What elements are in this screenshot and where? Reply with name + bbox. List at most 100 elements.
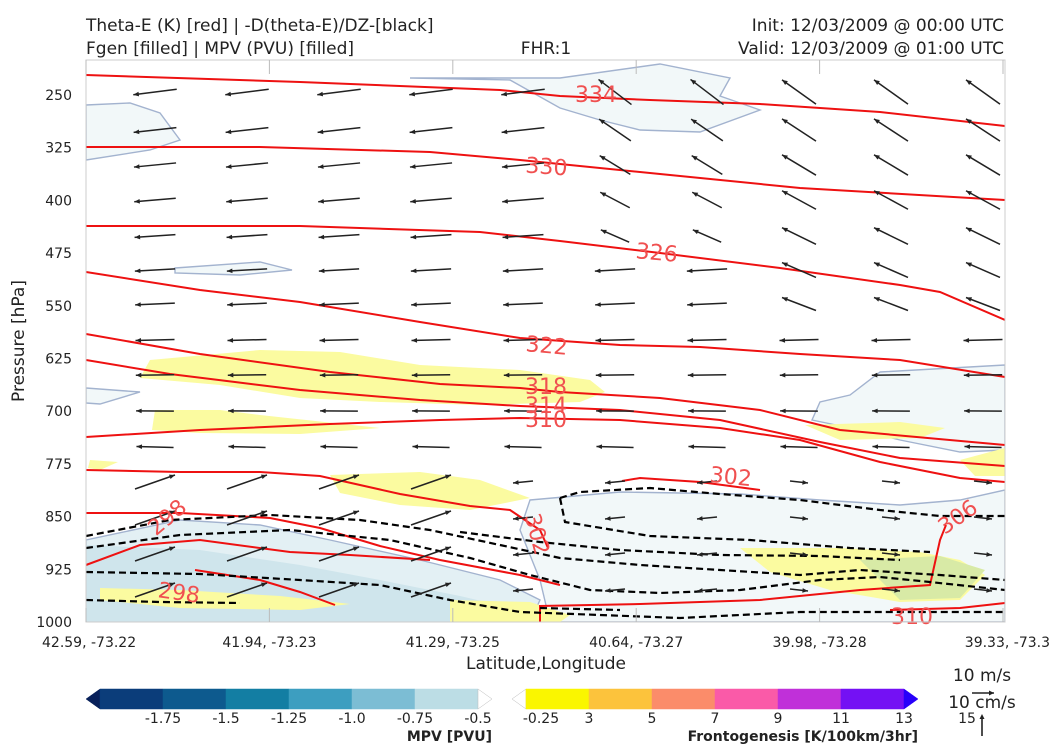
theta-e-contour bbox=[889, 602, 1005, 611]
wind-vector bbox=[873, 154, 909, 176]
wind-vector bbox=[409, 88, 453, 96]
wind-vector-head bbox=[596, 444, 603, 450]
wind-vector-head bbox=[134, 234, 141, 240]
wind-vector-head bbox=[320, 408, 326, 414]
colorbar-tick-label: -1.0 bbox=[338, 711, 365, 727]
wind-vector bbox=[781, 227, 817, 245]
colorbar-tick-label: 15 bbox=[958, 711, 976, 727]
theta-e-contour bbox=[86, 333, 1005, 446]
wind-vector-head bbox=[227, 302, 233, 307]
wind-vector bbox=[410, 582, 452, 598]
wind-vector-head bbox=[411, 338, 418, 343]
wind-vector bbox=[873, 118, 909, 142]
wind-vector-head bbox=[605, 588, 611, 593]
wind-vector-head bbox=[802, 552, 808, 557]
wind-vector-head bbox=[986, 516, 992, 521]
wind-vector-head bbox=[688, 408, 694, 414]
mpv-region bbox=[86, 102, 182, 161]
y-tick-label: 1000 bbox=[36, 615, 72, 631]
wind-vector bbox=[226, 546, 268, 562]
colorbar-segment bbox=[777, 688, 842, 710]
wind-ref-horizontal-arrowhead bbox=[989, 690, 994, 696]
wind-vector bbox=[596, 445, 634, 449]
wind-vector bbox=[226, 474, 268, 490]
colorbar-tick-label: -1.25 bbox=[271, 711, 307, 727]
wind-vector bbox=[319, 302, 359, 306]
wind-vector-head bbox=[226, 234, 233, 240]
wind-vector-head bbox=[963, 338, 970, 343]
colorbar-tick-label: -1.75 bbox=[145, 711, 181, 727]
wind-vector bbox=[781, 190, 817, 210]
wind-vector-head bbox=[318, 234, 325, 240]
wind-vector-head bbox=[319, 338, 326, 343]
wind-vector-head bbox=[261, 474, 267, 480]
wind-vector bbox=[410, 268, 452, 272]
title-left-line1: Theta-E (K) [red] | -D(theta-E)/DZ-[blac… bbox=[85, 16, 434, 36]
wind-ref-horizontal: 10 m/s bbox=[953, 666, 1011, 686]
wind-vector-head bbox=[690, 79, 697, 85]
wind-vector bbox=[965, 296, 1001, 312]
theta-e-label: 318 bbox=[525, 375, 567, 400]
wind-vector-head bbox=[874, 79, 880, 85]
wind-vector bbox=[134, 268, 176, 272]
x-tick-label: 39.98, -73.28 bbox=[773, 635, 867, 651]
wind-vector bbox=[965, 118, 1001, 142]
wind-vector bbox=[410, 197, 452, 203]
wind-vector bbox=[134, 197, 176, 203]
wind-vector-head bbox=[598, 79, 605, 85]
wind-vector-head bbox=[966, 227, 972, 233]
wind-vector-head bbox=[409, 91, 416, 97]
wind-ref-vertical: 10 cm/s bbox=[948, 693, 1016, 713]
wind-vector-head bbox=[605, 516, 611, 521]
wind-vector-head bbox=[697, 552, 703, 557]
wind-vector-head bbox=[780, 408, 786, 414]
wind-vector bbox=[317, 88, 361, 96]
colorbar-segment bbox=[288, 688, 353, 710]
wind-vector-head bbox=[966, 262, 972, 267]
wind-vector-head bbox=[513, 516, 519, 521]
wind-vector bbox=[965, 190, 1001, 210]
wind-vector bbox=[228, 445, 266, 449]
wind-vector bbox=[691, 155, 723, 175]
wind-vector-head bbox=[687, 372, 694, 378]
wind-vector bbox=[409, 126, 453, 134]
wind-vector bbox=[873, 79, 909, 105]
wind-vector bbox=[319, 338, 359, 342]
wind-vector-head bbox=[595, 372, 602, 378]
wind-vector-head bbox=[411, 302, 417, 307]
wind-vector-head bbox=[501, 91, 508, 97]
wind-vector-head bbox=[782, 154, 788, 160]
wind-vector-head bbox=[872, 444, 879, 450]
wind-vector bbox=[965, 261, 1001, 279]
colorbar-tick-label: -1.5 bbox=[212, 711, 239, 727]
fgen-region bbox=[152, 410, 380, 434]
wind-vector-head bbox=[227, 372, 234, 378]
wind-vector-head bbox=[226, 268, 233, 274]
fgen-colorbar: 3 5 7 9 11 13 15 bbox=[511, 688, 976, 727]
wind-vector-head bbox=[599, 155, 606, 161]
wind-vector-head bbox=[502, 198, 508, 204]
wind-vector-head bbox=[779, 338, 786, 343]
wind-vector-head bbox=[317, 164, 324, 169]
wind-vector bbox=[318, 474, 360, 490]
wind-vector-head bbox=[135, 338, 142, 343]
wind-vector-head bbox=[136, 444, 143, 450]
y-tick-label: 850 bbox=[45, 510, 72, 526]
wind-vector bbox=[501, 88, 545, 96]
colorbar-tick-label: 13 bbox=[895, 711, 913, 727]
wind-vector-head bbox=[320, 444, 327, 450]
wind-vector bbox=[873, 227, 909, 245]
colorbar-segment bbox=[840, 688, 905, 710]
wind-vector-head bbox=[596, 408, 602, 414]
wind-vector-head bbox=[228, 408, 234, 414]
wind-vector-head bbox=[503, 372, 510, 378]
wind-vector-head bbox=[504, 444, 511, 450]
colorbar-segment bbox=[651, 688, 716, 710]
y-tick-label: 250 bbox=[45, 88, 72, 104]
theta-e-contour bbox=[86, 225, 1005, 321]
mpv-colorbar: -1.75 -1.5 -1.25 -1.0 -0.75 -0.5 -0.25 bbox=[85, 688, 559, 727]
wind-vector-head bbox=[894, 516, 900, 521]
wind-vector-head bbox=[502, 234, 509, 240]
colorbar-segment bbox=[903, 688, 919, 710]
